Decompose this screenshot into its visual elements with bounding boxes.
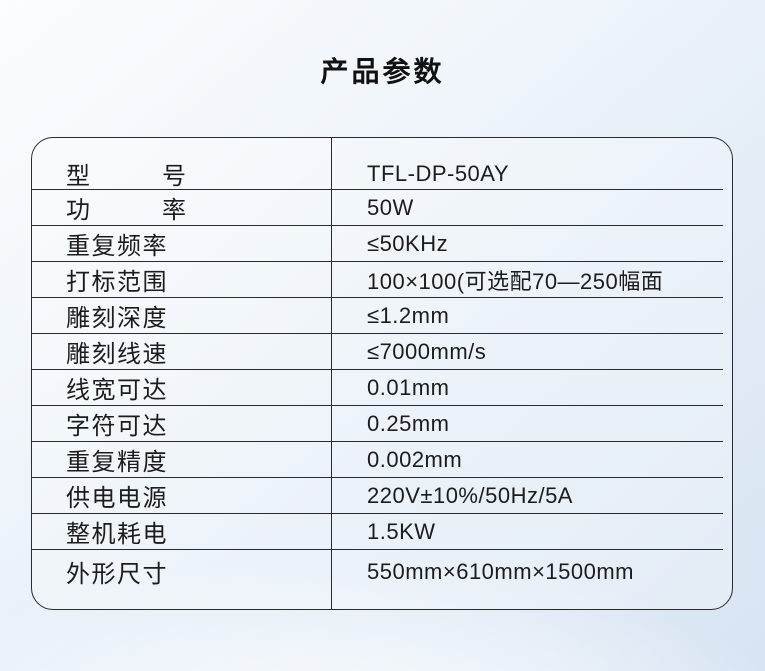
- spec-value: TFL-DP-50AY: [367, 160, 510, 186]
- spec-value: 50W: [367, 194, 414, 220]
- spec-value: ≤1.2mm: [367, 302, 450, 328]
- spec-label-cell: 雕刻深度: [32, 298, 322, 333]
- spec-value-cell: 50W: [322, 195, 723, 221]
- spec-label-cell: 字符可达: [32, 406, 322, 441]
- spec-value-cell: 0.01mm: [322, 375, 723, 401]
- column-divider: [331, 138, 332, 609]
- spec-label: 字符可达: [66, 413, 168, 440]
- spec-row: 重复精度 0.002mm: [32, 442, 723, 478]
- spec-label-cell: 外形尺寸: [32, 554, 322, 589]
- spec-value-cell: ≤7000mm/s: [322, 339, 723, 365]
- spec-row: 雕刻线速 ≤7000mm/s: [32, 334, 723, 370]
- spec-label-cell: 型号: [32, 156, 322, 191]
- spec-label: 雕刻深度: [66, 305, 168, 332]
- spec-table-rows: 型号 TFL-DP-50AY 功率 50W 重复频率 ≤50KHz 打标范围 1…: [32, 138, 732, 609]
- spec-label-cell: 整机耗电: [32, 514, 322, 549]
- spec-label-cell: 打标范围: [32, 262, 322, 297]
- spec-value-cell: 0.25mm: [322, 411, 723, 437]
- spec-label: 重复频率: [66, 233, 168, 260]
- spec-label-cell: 雕刻线速: [32, 334, 322, 369]
- spec-table: 型号 TFL-DP-50AY 功率 50W 重复频率 ≤50KHz 打标范围 1…: [31, 137, 733, 610]
- spec-row: 型号 TFL-DP-50AY: [32, 138, 723, 190]
- spec-row: 打标范围 100×100(可选配70—250幅面: [32, 262, 723, 298]
- spec-row: 供电电源 220V±10%/50Hz/5A: [32, 478, 723, 514]
- spec-row: 字符可达 0.25mm: [32, 406, 723, 442]
- spec-value: ≤7000mm/s: [367, 338, 487, 364]
- spec-row: 整机耗电 1.5KW: [32, 514, 723, 550]
- spec-label: 线宽可达: [66, 377, 168, 404]
- spec-label: 重复精度: [66, 449, 168, 476]
- spec-value-cell: ≤50KHz: [322, 231, 723, 257]
- spec-value: 1.5KW: [367, 518, 436, 544]
- spec-label: 供电电源: [66, 485, 168, 512]
- spec-label-cell: 供电电源: [32, 478, 322, 513]
- spec-row: 功率 50W: [32, 190, 723, 226]
- spec-value: 100×100(可选配70—250幅面: [367, 268, 664, 294]
- spec-label: 雕刻线速: [66, 341, 168, 368]
- spec-label-cell: 线宽可达: [32, 370, 322, 405]
- spec-row: 雕刻深度 ≤1.2mm: [32, 298, 723, 334]
- spec-row: 线宽可达 0.01mm: [32, 370, 723, 406]
- spec-value: ≤50KHz: [367, 230, 449, 256]
- spec-row: 重复频率 ≤50KHz: [32, 226, 723, 262]
- spec-value: 0.002mm: [367, 446, 463, 472]
- spec-row: 外形尺寸 550mm×610mm×1500mm: [32, 550, 723, 609]
- spec-label: 打标范围: [66, 269, 168, 296]
- spec-value-cell: 0.002mm: [322, 447, 723, 473]
- spec-value-cell: 100×100(可选配70—250幅面: [322, 264, 723, 296]
- spec-label-cell: 重复精度: [32, 442, 322, 477]
- spec-value-cell: ≤1.2mm: [322, 303, 723, 329]
- spec-label: 功率: [66, 197, 186, 224]
- spec-label: 型号: [66, 163, 186, 190]
- spec-label: 外形尺寸: [66, 561, 168, 588]
- spec-value-cell: 220V±10%/50Hz/5A: [322, 483, 723, 509]
- spec-value: 220V±10%/50Hz/5A: [367, 482, 573, 508]
- spec-value-cell: TFL-DP-50AY: [322, 161, 723, 187]
- page-title: 产品参数: [320, 56, 445, 87]
- spec-value: 0.25mm: [367, 410, 450, 436]
- spec-label-cell: 重复频率: [32, 226, 322, 261]
- spec-value: 550mm×610mm×1500mm: [367, 558, 635, 584]
- spec-value-cell: 550mm×610mm×1500mm: [322, 559, 723, 585]
- spec-label-cell: 功率: [32, 190, 322, 225]
- spec-value: 0.01mm: [367, 374, 450, 400]
- spec-label: 整机耗电: [66, 521, 168, 548]
- spec-value-cell: 1.5KW: [322, 519, 723, 545]
